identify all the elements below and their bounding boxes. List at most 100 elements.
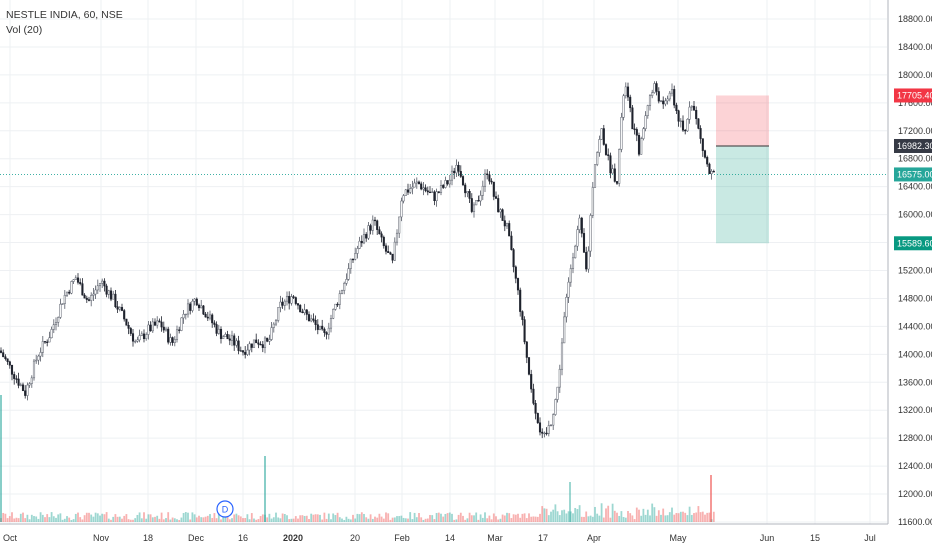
candle-body xyxy=(708,163,711,175)
price-tick-label: 17600.00 xyxy=(898,98,932,108)
candle-body xyxy=(549,424,553,427)
time-tick-label: Jul xyxy=(864,533,876,543)
candle-body xyxy=(690,105,693,108)
price-axis[interactable]: 18800.00 18400.00 18000.00 17600.00 17200.00… xyxy=(887,0,932,527)
volume-bar xyxy=(519,517,522,522)
current-price-tag[interactable]: 16575.00 xyxy=(894,167,932,182)
candle-body xyxy=(618,149,621,184)
volume-bar xyxy=(217,514,220,522)
volume-bar xyxy=(510,518,513,522)
volume-bar xyxy=(576,509,579,522)
volume-bar xyxy=(193,514,196,522)
candle-body xyxy=(351,258,355,261)
candle-body xyxy=(241,350,245,353)
volume-bar xyxy=(63,518,66,522)
candle-body xyxy=(444,180,447,188)
target-price-tag[interactable]: 15589.60 xyxy=(894,236,932,251)
volume-bar xyxy=(657,510,660,522)
volume-bar xyxy=(398,516,401,522)
volume-bar xyxy=(138,512,141,522)
candle-body xyxy=(57,317,60,323)
volume-bar xyxy=(327,513,330,522)
volume-bar xyxy=(594,506,596,522)
volume-bar xyxy=(8,516,11,522)
candle-body xyxy=(602,128,605,145)
volume-bar xyxy=(523,513,526,522)
time-tick-label: 17 xyxy=(538,533,548,543)
candle-body xyxy=(277,307,280,321)
candle-body xyxy=(697,118,700,129)
candle-body xyxy=(94,289,97,295)
entry-price-tag[interactable]: 16982.30 xyxy=(894,138,932,153)
volume-bar xyxy=(325,518,328,522)
candle-body xyxy=(633,128,636,130)
volume-bar xyxy=(530,516,533,522)
volume-bar xyxy=(596,513,599,522)
candle-body xyxy=(259,343,262,346)
volume-bar xyxy=(418,513,420,522)
volume-bar xyxy=(402,517,405,522)
candle-body xyxy=(472,204,476,212)
volume-spike xyxy=(569,482,571,522)
volume-bar xyxy=(250,513,253,522)
candle-body xyxy=(483,173,487,187)
candle-body xyxy=(527,357,531,375)
volume-bar xyxy=(706,512,709,522)
volume-bar xyxy=(105,512,108,522)
position-box[interactable] xyxy=(716,95,769,244)
volume-bar xyxy=(354,518,357,522)
dividend-marker[interactable]: D xyxy=(216,500,234,518)
candle-body xyxy=(624,86,627,96)
candle-body xyxy=(455,164,458,174)
candle-body xyxy=(226,334,229,340)
volume-bar xyxy=(231,518,233,522)
candle-body xyxy=(206,316,209,319)
candle-body xyxy=(195,298,198,306)
volume-bar xyxy=(275,512,277,522)
candle-body xyxy=(158,320,161,323)
candle-body xyxy=(532,388,535,404)
time-tick-label: Oct xyxy=(3,533,18,543)
volume-bar xyxy=(44,517,46,522)
candle-body xyxy=(147,324,150,335)
volume-bar xyxy=(492,513,495,522)
price-tick-label: 13600.00 xyxy=(898,377,932,387)
candle-body xyxy=(0,350,3,353)
candle-body xyxy=(13,374,16,379)
candle-body xyxy=(574,245,577,259)
volume-bar xyxy=(41,514,44,522)
volume-bar xyxy=(253,518,255,522)
candle-body xyxy=(620,117,623,150)
volume-bar xyxy=(118,516,121,522)
symbol-title[interactable]: NESTLE INDIA, 60, NSE xyxy=(6,9,123,21)
candle-body xyxy=(424,187,427,191)
stop-loss-zone[interactable] xyxy=(716,95,769,146)
volume-bar xyxy=(429,514,431,522)
target-zone[interactable] xyxy=(716,145,769,244)
candle-body xyxy=(538,422,542,433)
candle-body xyxy=(501,209,504,221)
volume-bar xyxy=(107,518,110,522)
price-tick-label: 18000.00 xyxy=(898,70,932,80)
candle-body xyxy=(246,349,249,355)
volume-bar xyxy=(413,512,416,522)
volume-indicator-label[interactable]: Vol (20) xyxy=(6,24,43,36)
candle-body xyxy=(360,240,363,244)
candle-body xyxy=(296,303,300,306)
time-axis[interactable]: Oct Nov 18 Dec 16 2020 20 Feb 14 Mar 17 Apr May Jun 15… xyxy=(0,523,888,543)
volume-bar xyxy=(272,517,275,522)
candle-body xyxy=(503,220,506,227)
volume-bar xyxy=(121,518,123,522)
candle-body xyxy=(646,105,649,116)
candle-body xyxy=(140,333,143,336)
volume-bar xyxy=(642,508,645,522)
candle-body xyxy=(244,351,247,355)
volume-bar xyxy=(644,514,647,522)
volume-bar xyxy=(675,512,678,522)
stop-loss-price-tag[interactable]: 17705.40 xyxy=(894,88,932,103)
volume-bar xyxy=(283,513,286,522)
candle-body xyxy=(222,336,225,339)
candle-body xyxy=(402,195,405,202)
candle-body xyxy=(701,138,704,151)
